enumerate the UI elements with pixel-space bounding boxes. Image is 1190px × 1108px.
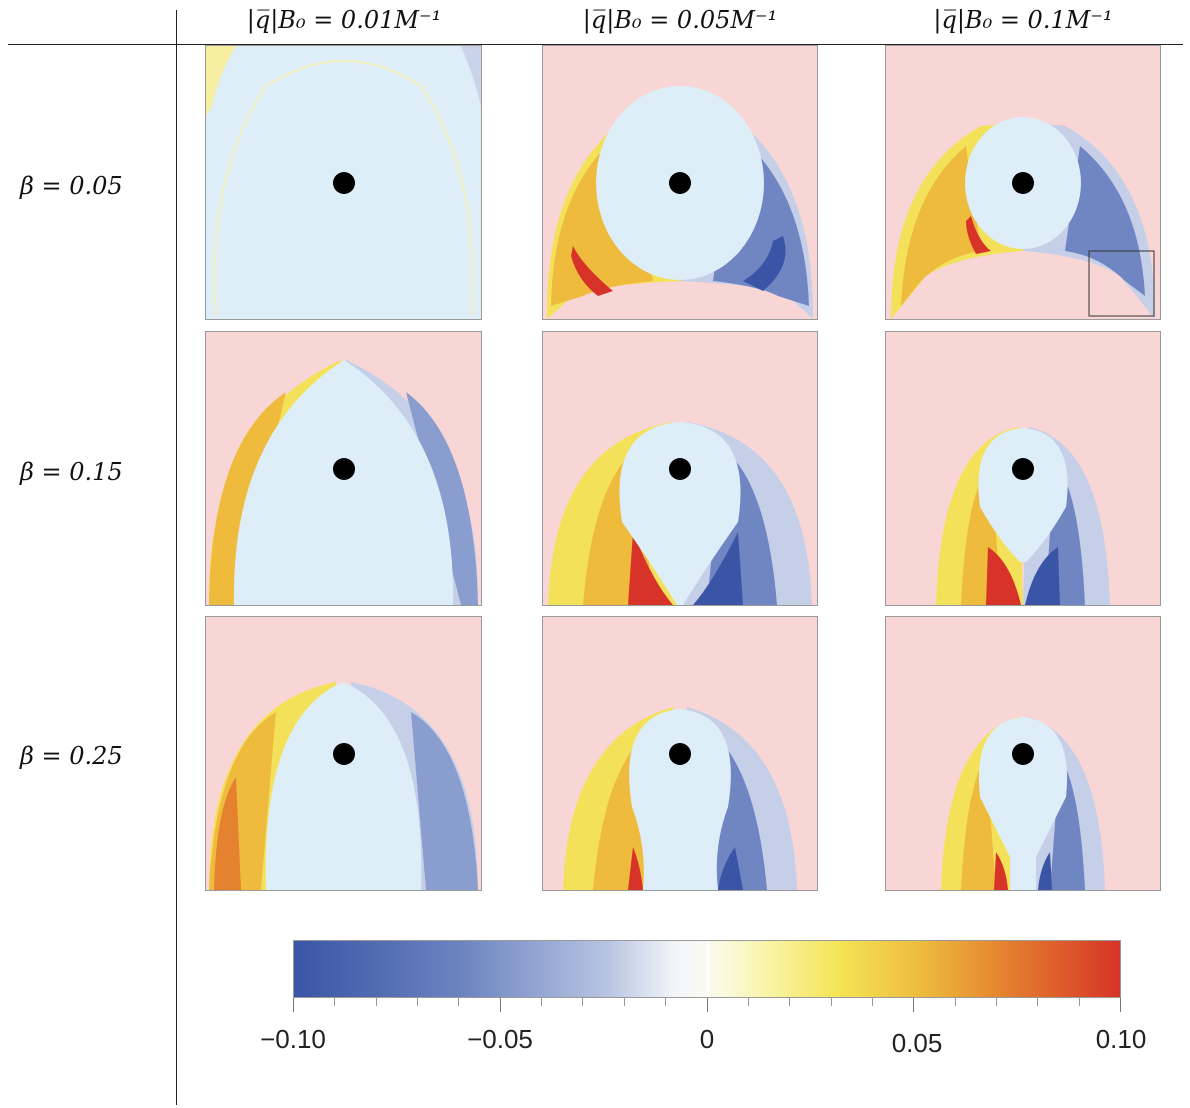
colorbar-tick-label-4: 0.10 [1095,1024,1147,1054]
colorbar [293,940,1121,998]
colorbar-tick-label-1: −0.05 [467,1024,533,1054]
black-hole-icon [1012,458,1034,480]
colorbar-tick [665,998,667,1006]
colorbar-tick [293,998,294,1012]
colorbar-tick [954,998,956,1006]
colorbar-zero-line [707,941,709,997]
colorbar-tick [582,998,584,1006]
vertical-divider [176,10,177,1105]
colorbar-tick-label-3: 0.05 [891,1028,943,1058]
colorbar-tick [913,998,915,1012]
shadow-panel-r1-c0 [205,331,482,606]
column-header-1: |q̅|B₀ = 0.05M⁻¹ [582,6,778,34]
colorbar-tick [499,998,501,1012]
colorbar-tick [1078,998,1080,1006]
black-hole-icon [1012,172,1034,194]
colorbar-tick [830,998,832,1006]
colorbar-tick [334,998,336,1006]
colorbar-tick [871,998,873,1006]
row-header-2: β = 0.25 [20,742,123,770]
column-header-2: |q̅|B₀ = 0.1M⁻¹ [933,6,1113,34]
colorbar-tick [995,998,997,1006]
horizontal-divider [8,44,1183,45]
zoom-box [1088,250,1155,317]
shadow-panel-r2-c2 [885,616,1161,891]
row-header-1: β = 0.15 [20,458,123,486]
black-hole-icon [669,458,691,480]
black-hole-icon [669,743,691,765]
black-hole-icon [669,172,691,194]
shadow-panel-r0-c1 [542,45,818,320]
shadow-panel-r1-c2 [885,331,1161,606]
colorbar-tick [458,998,460,1006]
colorbar-tick [747,998,749,1006]
black-hole-icon [1012,743,1034,765]
shadow-panel-r0-c0 [205,45,482,320]
colorbar-tick [1037,998,1039,1006]
colorbar-tick-label-2: 0 [699,1024,715,1054]
colorbar-tick [789,998,791,1006]
row-header-0: β = 0.05 [20,172,123,200]
shadow-panel-r0-c2 [885,45,1161,320]
colorbar-tick [541,998,543,1006]
column-header-0: |q̅|B₀ = 0.01M⁻¹ [246,6,442,34]
black-hole-icon [333,458,355,480]
colorbar-tick [417,998,419,1006]
shadow-panel-r2-c1 [542,616,818,891]
black-hole-icon [333,172,355,194]
colorbar-tick [375,998,377,1006]
black-hole-icon [333,743,355,765]
colorbar-tick [623,998,625,1006]
shadow-panel-r2-c0 [205,616,482,891]
shadow-panel-r1-c1 [542,331,818,606]
colorbar-tick [1120,998,1121,1012]
colorbar-tick-label-0: −0.10 [260,1024,326,1054]
colorbar-tick [706,998,708,1012]
